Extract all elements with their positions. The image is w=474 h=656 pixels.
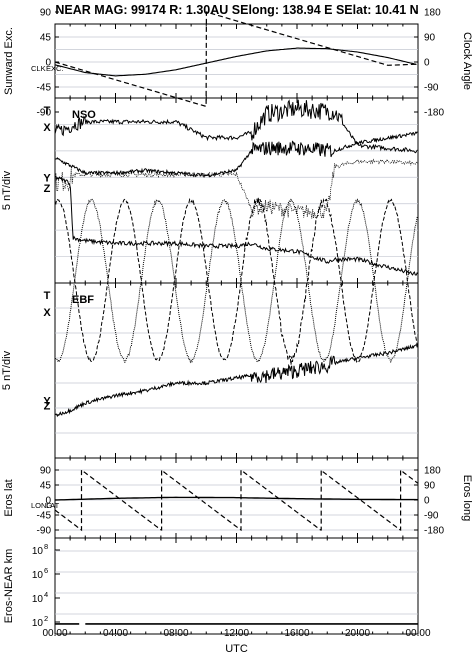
y-tick-label-eros-lat: 45 [40, 481, 52, 492]
sunward-excursion-line [54, 47, 417, 77]
text-layer: 00:00 04:00 08:00 12:00 16:00 20:00 00:00 UTC 90… [1, 8, 473, 656]
y-tick-label-eros-lat: -90 [37, 526, 52, 537]
y-tick-label-sunward: -45 [37, 83, 52, 94]
y-tick-exponent-distance: 4 [44, 590, 48, 599]
ebf-series-z [54, 344, 418, 418]
y-tick-label-eros-long: -180 [424, 526, 444, 537]
y-tick-label-clock: 0 [424, 58, 430, 69]
x-tick-label: 12:00 [224, 628, 249, 639]
y-tick-label-clock: 90 [424, 33, 436, 44]
y-tick-label-eros-lat: 90 [40, 466, 52, 477]
nso-series-y [54, 158, 419, 220]
y-tick-label-distance: 10 [32, 570, 44, 581]
y-axis-label-eros-lat: Eros lat [3, 479, 15, 516]
y-tick-label-clock: -90 [424, 83, 439, 94]
ebf-label-z: Z [44, 401, 51, 413]
panel-tag-nso: NSO [72, 109, 96, 121]
y-tick-label-distance: 10 [32, 594, 44, 605]
ebf-label-x: X [43, 307, 51, 319]
y-tick-exponent-distance: 6 [44, 566, 48, 575]
panel-frame-3 [54, 282, 419, 459]
inline-label-long: LONG [31, 501, 52, 510]
panel-tag-ebf: EBF [72, 294, 94, 306]
nso-series-x [54, 99, 419, 154]
y-tick-label-eros-lat: -45 [37, 511, 52, 522]
y-tick-label-sunward: 90 [40, 8, 52, 19]
x-tick-label: 04:00 [103, 628, 128, 639]
y-tick-label-sunward: 0 [45, 58, 51, 69]
panel-frame-5 [54, 537, 419, 635]
y-tick-label-eros-lat: 0 [45, 496, 51, 507]
data-layer [54, 11, 419, 625]
y-tick-label-distance: 10 [32, 618, 44, 629]
axes-layer [54, 11, 419, 635]
y-tick-exponent-distance: 2 [44, 614, 48, 623]
inline-label-clk: CLK [31, 64, 46, 73]
nso-label-t: T [44, 105, 51, 117]
x-tick-label: 20:00 [345, 628, 370, 639]
y-tick-label-eros-long: 180 [424, 466, 441, 477]
y-axis-label-clock: Clock Angle [461, 32, 473, 90]
y-tick-label-sunward: 45 [40, 33, 52, 44]
y-tick-label-eros-long: 90 [424, 481, 436, 492]
y-tick-label-distance: 10 [32, 546, 44, 557]
clock-angle-line [54, 11, 419, 108]
y-tick-exponent-distance: 8 [44, 542, 48, 551]
nso-series-z [54, 175, 419, 276]
y-tick-label-sunward: -90 [37, 108, 52, 119]
eros-long-line [54, 468, 419, 532]
x-tick-label: 16:00 [284, 628, 309, 639]
x-tick-label: 08:00 [163, 628, 188, 639]
y-axis-label-nso: 5 nT/div [1, 170, 13, 210]
ebf-series-x [54, 197, 418, 365]
y-tick-label-eros-long: 0 [424, 496, 430, 507]
y-axis-label-sunward: Sunward Exc. [3, 27, 15, 95]
nso-label-x: X [43, 122, 51, 134]
y-axis-label-distance: Eros-NEAR km [3, 549, 15, 624]
x-tick-label: 00:00 [42, 628, 67, 639]
ebf-label-t: T [44, 290, 51, 302]
eros-lat-line [54, 496, 419, 501]
y-tick-label-clock: -180 [424, 108, 444, 119]
x-axis-label: UTC [225, 643, 248, 655]
panel-frame-2 [54, 97, 419, 284]
y-tick-label-clock: 180 [424, 8, 441, 19]
ebf-label-y: Y [43, 396, 51, 408]
nso-label-y: Y [43, 172, 51, 184]
nso-label-z: Z [44, 183, 51, 195]
y-tick-label-eros-long: -90 [424, 511, 439, 522]
plot-title: NEAR MAG: 99174 R: 1.30AU SElong: 138.94… [55, 3, 418, 17]
x-tick-label: 00:00 [405, 628, 430, 639]
y-axis-label-eros-long: Eros long [461, 475, 473, 521]
ebf-series-t [54, 131, 418, 179]
inline-label-lat: LAT [46, 501, 60, 510]
inline-label-exc: EXC. [46, 64, 64, 73]
ebf-series-y [54, 198, 418, 364]
y-axis-label-ebf: 5 nT/div [1, 350, 13, 390]
